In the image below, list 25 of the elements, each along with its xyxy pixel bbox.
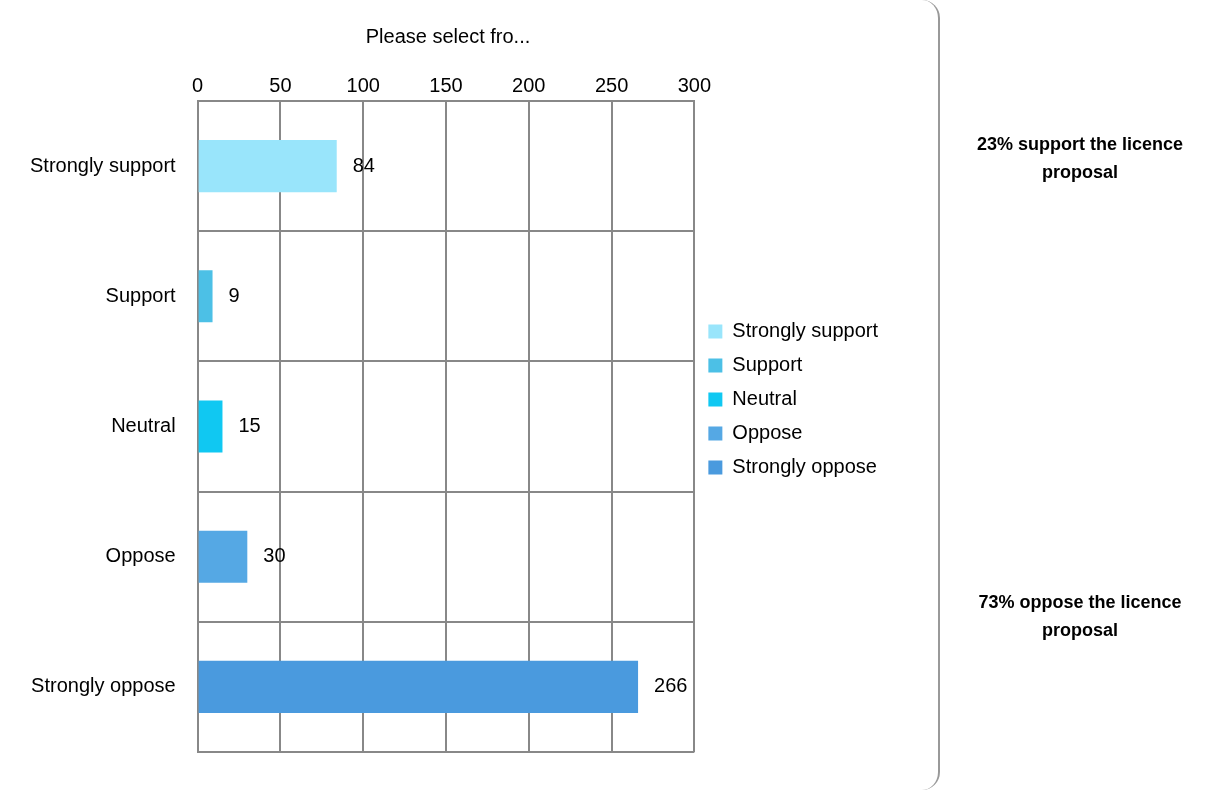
y-tick-label: Strongly oppose xyxy=(31,674,176,697)
legend-label: Neutral xyxy=(732,387,797,410)
legend-label: Strongly oppose xyxy=(732,455,877,478)
x-tick-label: 50 xyxy=(269,73,292,96)
legend-label: Oppose xyxy=(732,421,803,444)
chart-title: Please select fro... xyxy=(365,24,531,47)
y-tick-label: Strongly support xyxy=(29,153,177,176)
y-tick-label: Support xyxy=(105,283,177,306)
text: 23% support the licence proposal xyxy=(975,133,1185,184)
data-label: 266 xyxy=(654,674,688,697)
x-tick-label: 300 xyxy=(677,73,712,96)
x-tick-label: 150 xyxy=(429,73,463,96)
x-tick-label: 200 xyxy=(512,73,546,96)
data-label: 15 xyxy=(238,414,261,437)
x-tick-label: 250 xyxy=(594,73,629,96)
x-tick-label: 100 xyxy=(346,73,380,96)
y-tick-label: Neutral xyxy=(111,414,176,437)
legend-label: Strongly support xyxy=(732,319,879,342)
text: 73% oppose the licence proposal xyxy=(977,591,1183,642)
x-tick-label: 0 xyxy=(192,73,204,96)
data-label: 30 xyxy=(263,544,286,567)
data-label: 9 xyxy=(228,283,240,306)
data-label: 84 xyxy=(352,153,375,176)
legend-label: Support xyxy=(732,353,803,376)
y-tick-label: Oppose xyxy=(105,544,176,567)
